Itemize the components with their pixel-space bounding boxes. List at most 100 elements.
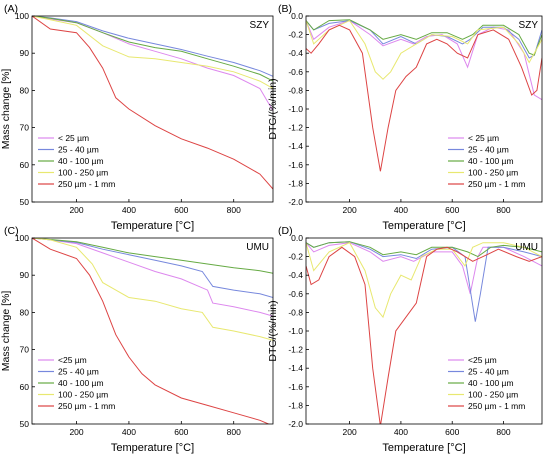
y-tick-label: -0.2 — [288, 30, 303, 40]
legend-entry: 40 - 100 µm — [468, 378, 514, 388]
y-tick-label: -1.6 — [288, 160, 303, 170]
y-tick-label: 0.0 — [291, 11, 303, 21]
x-tick-label: 400 — [122, 205, 136, 215]
x-tick-label: 200 — [343, 427, 357, 437]
y-axis-label: DTG/(%/min) — [267, 300, 279, 361]
x-tick-label: 200 — [343, 205, 357, 215]
series-line-5 — [32, 16, 273, 190]
legend-entry: <25 µm — [58, 355, 87, 365]
x-tick-label: 200 — [69, 205, 83, 215]
x-tick-label: 400 — [122, 427, 136, 437]
legend-entry: 100 - 250 µm — [58, 390, 108, 400]
legend-entry: 25 - 40 µm — [58, 145, 99, 155]
legend-entry: <25 µm — [468, 355, 497, 365]
y-tick-label: 90 — [20, 270, 30, 280]
legend-entry: 250 µm - 1 mm — [468, 401, 525, 411]
series-line-4 — [32, 238, 273, 341]
x-axis-label: Temperature [°C] — [382, 442, 465, 454]
y-tick-label: 80 — [20, 307, 30, 317]
panel-label: (B) — [278, 3, 292, 15]
y-tick-label: -0.8 — [288, 307, 303, 317]
series-line-4 — [306, 19, 542, 80]
x-tick-label: 800 — [496, 427, 510, 437]
y-tick-label: -2.0 — [288, 419, 303, 429]
site-label: UMU — [515, 242, 538, 253]
series-line-1 — [32, 238, 273, 317]
x-tick-label: 400 — [394, 205, 408, 215]
y-tick-label: -1.8 — [288, 178, 303, 188]
panel-3: 200 400 600 800 50 60 70 80 90 100 Temperature [°C… — [0, 225, 274, 454]
series-line-4 — [32, 16, 273, 89]
y-axis-label: DTG/(%/min) — [267, 78, 279, 139]
legend-entry: 100 - 250 µm — [468, 168, 518, 178]
y-tick-label: -1.4 — [288, 363, 303, 373]
x-axis-label: Temperature [°C] — [382, 220, 465, 232]
legend-entry: 40 - 100 µm — [58, 156, 104, 166]
legend-entry: 40 - 100 µm — [58, 378, 104, 388]
series-line-2 — [32, 238, 273, 298]
legend-entry: < 25 µm — [468, 133, 499, 143]
y-tick-label: -2.0 — [288, 197, 303, 207]
x-axis-label: Temperature [°C] — [111, 220, 194, 232]
y-tick-label: -1.2 — [288, 345, 303, 355]
panel-4: 200 400 600 800 0.0 -0.2 -0.4 -0.6 -0.8 -1.0 -1.2 -… — [267, 225, 543, 454]
x-tick-label: 600 — [174, 427, 188, 437]
y-tick-label: -0.8 — [288, 85, 303, 95]
y-tick-label: 60 — [20, 160, 30, 170]
y-tick-label: 70 — [20, 345, 30, 355]
legend-entry: 25 - 40 µm — [58, 367, 99, 377]
y-tick-label: -0.6 — [288, 67, 303, 77]
series-line-3 — [306, 19, 542, 56]
panel-label: (A) — [4, 3, 18, 15]
series-line-4 — [306, 242, 542, 319]
x-tick-label: 800 — [496, 205, 510, 215]
y-tick-label: -0.6 — [288, 289, 303, 299]
y-tick-label: -1.0 — [288, 326, 303, 336]
x-tick-label: 800 — [227, 427, 241, 437]
y-axis-label: Mass change [%] — [0, 291, 12, 372]
plot-frame — [31, 15, 274, 203]
series-line-3 — [32, 16, 273, 82]
legend-entry: 40 - 100 µm — [468, 156, 514, 166]
y-tick-label: -1.0 — [288, 104, 303, 114]
series-line-1 — [306, 20, 542, 101]
series-line-2 — [32, 16, 273, 77]
x-tick-label: 800 — [227, 205, 241, 215]
y-tick-label: 70 — [20, 123, 30, 133]
plot-frame — [31, 237, 274, 425]
y-tick-label: 80 — [20, 85, 30, 95]
legend-entry: 100 - 250 µm — [468, 390, 518, 400]
legend-entry: 25 - 40 µm — [468, 145, 509, 155]
series-line-2 — [306, 241, 542, 322]
legend-entry: 250 µm - 1 mm — [58, 401, 115, 411]
x-tick-label: 400 — [394, 427, 408, 437]
panel-1: 200 400 600 800 50 60 70 80 90 100 Temperature [°C… — [0, 3, 274, 232]
site-label: UMU — [246, 242, 269, 253]
series-line-5 — [306, 246, 542, 424]
site-label: SZY — [519, 20, 539, 31]
y-tick-label: 0.0 — [291, 233, 303, 243]
panel-label: (D) — [278, 225, 293, 237]
y-tick-label: -0.4 — [288, 48, 303, 58]
series-line-3 — [32, 238, 273, 274]
site-label: SZY — [250, 20, 270, 31]
legend-entry: 25 - 40 µm — [468, 367, 509, 377]
series-line-5 — [32, 238, 270, 424]
legend-entry: 250 µm - 1 mm — [468, 179, 525, 189]
y-tick-label: -0.2 — [288, 252, 303, 262]
y-tick-label: 60 — [20, 382, 30, 392]
y-axis-label: Mass change [%] — [0, 69, 12, 150]
legend-entry: 250 µm - 1 mm — [58, 179, 115, 189]
panel-label: (C) — [4, 225, 19, 237]
x-tick-label: 600 — [174, 205, 188, 215]
y-tick-label: -1.8 — [288, 400, 303, 410]
y-tick-label: -1.4 — [288, 141, 303, 151]
legend-entry: 100 - 250 µm — [58, 168, 108, 178]
y-tick-label: -0.4 — [288, 270, 303, 280]
y-tick-label: -1.6 — [288, 382, 303, 392]
x-tick-label: 600 — [445, 427, 459, 437]
y-tick-label: 50 — [20, 419, 30, 429]
x-tick-label: 600 — [445, 205, 459, 215]
panel-2: 200 400 600 800 0.0 -0.2 -0.4 -0.6 -0.8 -1.0 -1.2 -… — [267, 3, 543, 232]
